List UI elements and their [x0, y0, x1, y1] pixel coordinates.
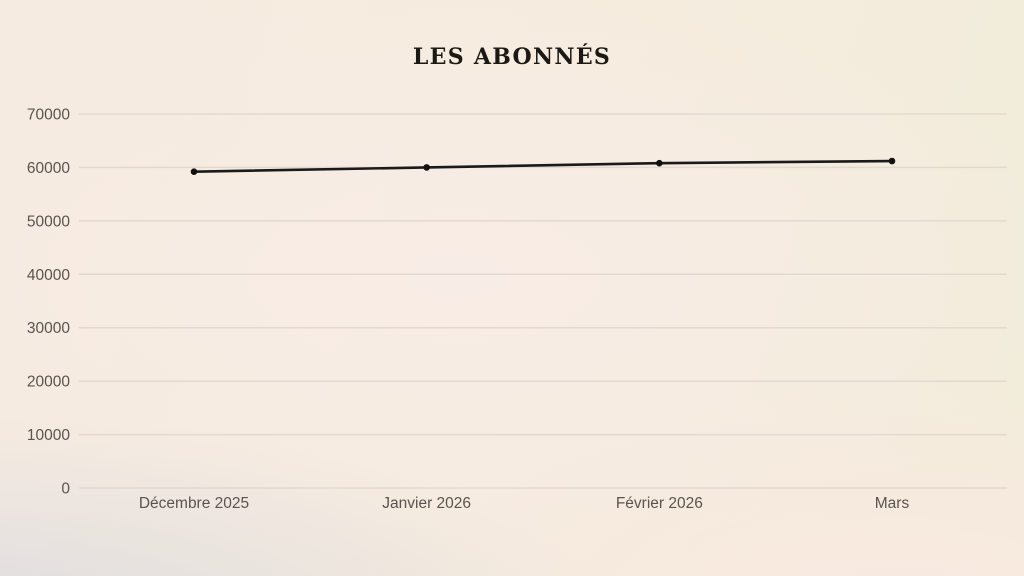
y-tick-label: 0 — [61, 481, 70, 498]
data-point-marker — [656, 159, 663, 167]
y-tick-label: 70000 — [27, 107, 70, 124]
x-tick-label: Décembre 2025 — [139, 495, 249, 512]
chart-title: LES ABONNÉS — [412, 44, 612, 70]
y-tick-label: 20000 — [27, 374, 70, 391]
x-tick-label: Mars — [875, 495, 910, 512]
data-point-markers — [190, 157, 896, 176]
y-tick-label: 30000 — [27, 320, 70, 337]
y-tick-label: 10000 — [27, 427, 70, 444]
gridlines — [79, 113, 1007, 489]
series-line — [192, 159, 894, 174]
x-tick-label: Février 2026 — [616, 495, 703, 512]
data-point-marker — [888, 157, 896, 165]
y-tick-label: 40000 — [27, 267, 70, 284]
data-point-marker — [190, 168, 198, 176]
data-point-marker — [423, 164, 430, 171]
x-axis-labels: Décembre 2025 Janvier 2026 Février 2026 Mar… — [139, 495, 910, 512]
x-tick-label: Janvier 2026 — [382, 495, 471, 512]
y-tick-label: 50000 — [27, 213, 70, 230]
y-axis-labels: 0 10000 20000 30000 40000 50000 60000 70000 — [27, 107, 70, 498]
y-tick-label: 60000 — [27, 160, 70, 177]
